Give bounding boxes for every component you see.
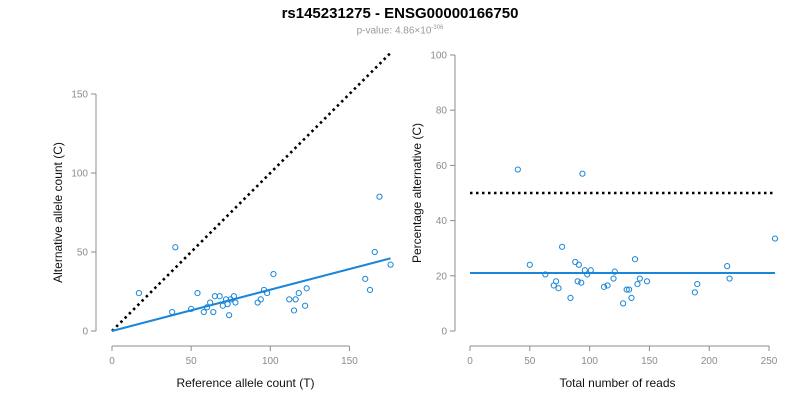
chart2-point [553,278,560,285]
chart1-y-tick-label: 0 [82,327,88,338]
chart1-point [295,289,302,297]
chart-title: rs145231275 - ENSG00000166750 [281,5,519,22]
chart1-point [387,261,394,268]
chart2-x-tick-label: 0 [467,356,473,367]
chart1-x-tick-label: 100 [262,356,279,367]
chart2-point [604,282,611,289]
chart1-point [254,299,261,306]
chart1-point [135,289,143,297]
chart2-point [542,271,549,278]
chart1-point [264,289,271,297]
chart1-point [216,293,223,300]
chart2-point [623,286,630,293]
chart2-point [634,280,641,288]
chart1-point [227,296,234,303]
chart2-point [724,263,731,270]
chart1-point [302,302,309,309]
chart1-x-tick-label: 150 [341,356,358,367]
chart2-point [631,256,639,263]
chart2-y-axis-label: Percentage alternative (C) [410,123,424,263]
chart2-point [636,275,643,282]
chart2-x-tick-label: 200 [701,356,718,367]
chart2-point [574,278,581,285]
chart2-point [579,170,586,177]
chart2-point [567,294,574,301]
chart1-point [232,299,239,306]
chart1-point [169,308,176,316]
chart1-y-axis-label: Alternative allele count (C) [51,142,65,283]
chart2-point [600,283,608,290]
chart2-point [619,300,627,307]
chart2-x-tick-label: 150 [641,356,658,367]
chart1-fit-line [111,257,391,332]
chart2-point [575,261,582,268]
chart2-point [771,235,779,242]
chart2-point [584,271,591,278]
chart1-reference-line [111,51,392,332]
chart2-y-tick-label: 60 [436,161,448,172]
chart1-point [371,248,378,256]
chart1-point [203,304,211,311]
chart1-y-tick-label: 50 [77,248,89,259]
chart1-x-axis-label: Reference allele count (T) [176,376,314,390]
chart1-point [200,308,207,316]
chart2-y-tick-label: 100 [430,51,447,62]
chart1-point [260,286,268,294]
chart1-point [207,299,214,306]
chart2-x-tick-label: 250 [761,356,778,367]
chart2-point [558,243,566,250]
chart2-x-tick-label: 100 [581,356,598,367]
chart2-point [526,261,533,268]
chart1-x-tick-label: 50 [186,356,198,367]
chart1-point [226,312,233,319]
chart1-y-tick-label: 100 [71,169,88,180]
chart2-y-tick-label: 20 [436,271,448,282]
chart1-point [362,275,369,282]
pvalue-text: p-value: 4.86×10 [356,25,432,37]
chart2-point [555,285,562,292]
chart1-point [230,293,237,300]
chart2-point [514,166,521,173]
chart2-y-tick-label: 80 [436,106,448,117]
chart2-point [572,258,579,266]
chart1-point [376,193,383,200]
chart2-point [628,294,635,301]
chart1-x-tick-label: 0 [109,356,115,367]
chart2-point [625,286,633,293]
chart2-point [643,278,651,285]
chart1-point [188,305,195,312]
chart1-point [270,271,277,278]
chart1-y-tick-label: 150 [71,90,88,101]
chart1-point [286,296,293,303]
chart1-point [290,307,298,314]
chart1-point [194,289,201,297]
chart2-x-tick-label: 50 [524,356,536,367]
chart1-point [303,285,310,292]
chart2-point [726,275,733,282]
chart2-point [578,279,585,286]
chart2-point [587,267,594,274]
chart1-point [366,286,374,294]
pvalue-exponent: -306 [431,25,444,31]
chart2-y-tick-label: 0 [441,327,447,338]
chart2-point [694,280,701,288]
chart1-point [224,301,231,308]
chart1-point [292,296,299,303]
chart2-point [611,268,618,275]
chart2-point [691,289,698,296]
chart2-point [610,275,617,282]
chart-subtitle: p-value: 4.86×10-306 [0,25,800,36]
chart2-x-axis-label: Total number of reads [559,376,675,390]
chart2-y-tick-label: 40 [436,216,448,227]
chart1-point [257,296,264,303]
chart1-point [210,308,217,316]
chart1-point [172,244,179,251]
